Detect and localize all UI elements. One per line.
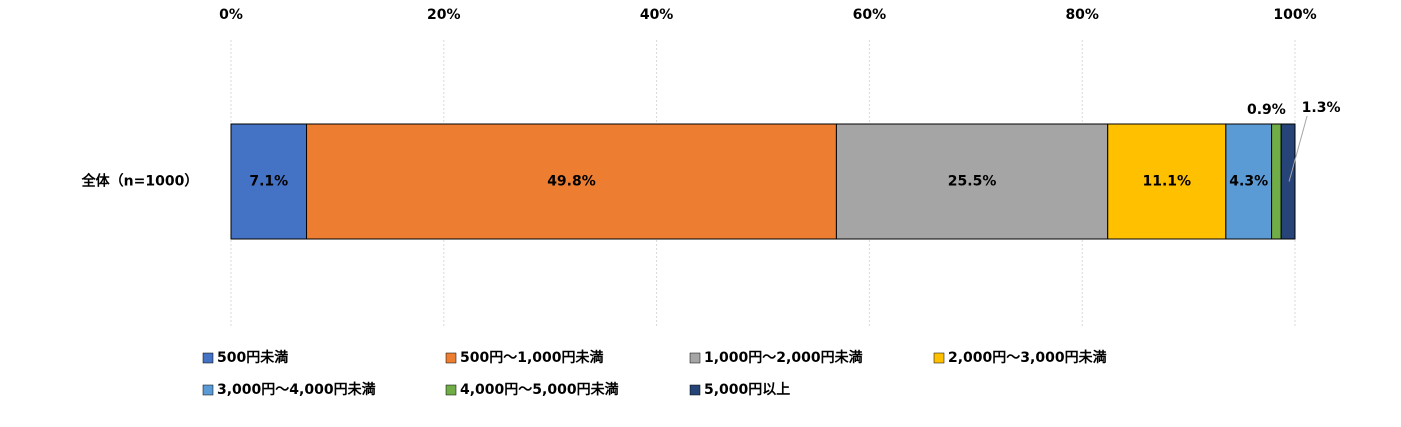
bar-segment	[1225, 123, 1273, 240]
data-label: 7.1%	[249, 174, 288, 190]
x-tick-label: 80%	[1065, 7, 1099, 23]
legend-swatch	[689, 352, 701, 364]
bar-segment	[230, 123, 308, 240]
x-tick-label: 40%	[640, 7, 674, 23]
bar-segment	[306, 123, 837, 240]
legend-label: 2,000円～3,000円未満	[948, 349, 1107, 366]
y-tick-label: 全体（n=1000）	[81, 173, 199, 190]
data-label: 11.1%	[1142, 174, 1191, 190]
legend-label: 500円未満	[217, 349, 288, 366]
legend-label: 4,000円～5,000円未満	[460, 381, 619, 398]
legend-swatch	[202, 352, 214, 364]
bar-segment	[1107, 123, 1227, 240]
x-tick-label: 60%	[853, 7, 887, 23]
data-label: 0.9%	[1247, 102, 1286, 118]
bar-segment	[835, 123, 1109, 240]
x-tick-label: 100%	[1273, 7, 1316, 23]
legend-label: 5,000円以上	[704, 382, 790, 398]
bar-segment	[1271, 123, 1282, 240]
legend-label: 1,000円～2,000円未満	[704, 349, 863, 366]
data-label: 49.8%	[547, 174, 596, 190]
bar-segment	[1280, 123, 1296, 240]
legend-label: 3,000円～4,000円未満	[217, 381, 376, 398]
legend-label: 500円～1,000円未満	[460, 349, 604, 366]
legend-swatch	[689, 384, 701, 396]
legend-swatch	[445, 352, 457, 364]
x-tick-label: 20%	[427, 7, 461, 23]
data-label: 1.3%	[1302, 100, 1341, 116]
legend-swatch	[933, 352, 945, 364]
data-label: 25.5%	[948, 174, 997, 190]
x-tick-label: 0%	[219, 7, 243, 23]
data-label: 4.3%	[1229, 174, 1268, 190]
leader-line	[1288, 115, 1308, 182]
legend-swatch	[445, 384, 457, 396]
legend-swatch	[202, 384, 214, 396]
